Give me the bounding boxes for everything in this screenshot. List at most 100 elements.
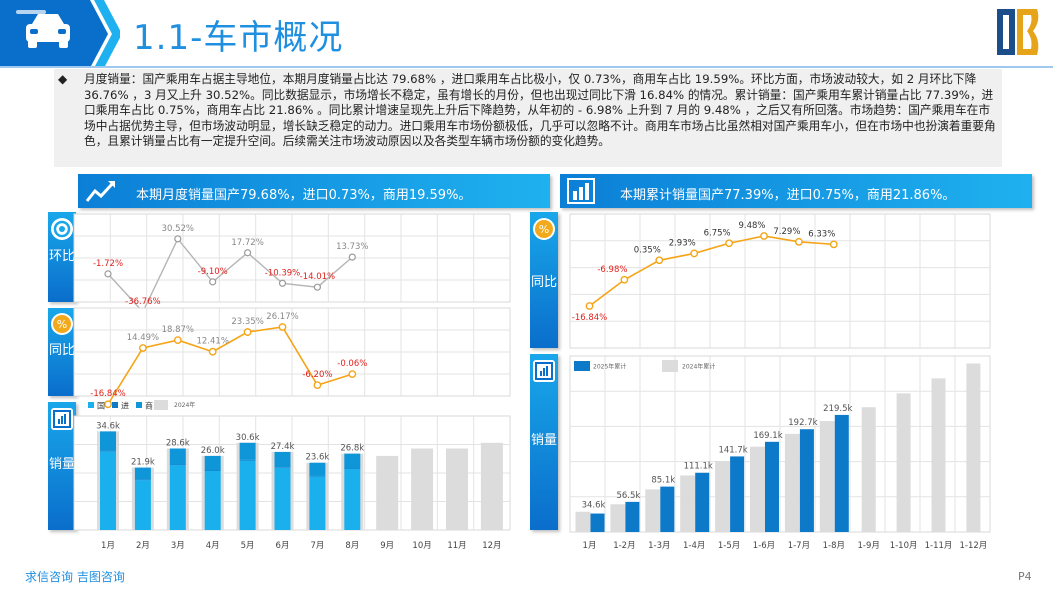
mom-point [348, 253, 356, 261]
commercial-bar [100, 431, 116, 451]
cum-sales-data-label: 169.1k [753, 431, 782, 441]
x-tick-label: 11月 [447, 541, 466, 551]
commercial-bar [274, 451, 291, 468]
mom-label: -36.76% [125, 297, 160, 307]
yoy-label: -0.06% [337, 359, 367, 369]
diamond-bullet-icon: ◆ [58, 72, 68, 86]
cum-yoy-label: -16.84% [572, 313, 607, 323]
cum-sales-data-label: 219.5k [823, 404, 852, 414]
yoy-point [313, 381, 322, 390]
cum-sales-data-label: 111.1k [684, 462, 713, 472]
cum-yoy-point [829, 240, 838, 249]
bar-chart-icon [533, 360, 555, 382]
mom-point [209, 278, 217, 286]
cum-yoy-point [690, 249, 699, 258]
car-icon [16, 10, 70, 48]
domestic-bar [134, 480, 151, 530]
sales-data-label: 26.8k [340, 444, 364, 454]
commercial-bar [239, 442, 256, 460]
yoy-point [278, 323, 287, 331]
current-cum-bar [730, 456, 745, 532]
current-cum-bar [799, 429, 814, 532]
left-panel-header: 本期月度销量国产79.68%，进口0.73%，商用19.59%。 [78, 174, 550, 208]
current-cum-bar [834, 414, 849, 532]
target-icon [51, 218, 73, 240]
mom-label: -1.72% [93, 259, 123, 269]
current-cum-bar [695, 472, 710, 532]
import-bar [274, 467, 291, 468]
prior-cum-bar [575, 511, 591, 532]
x-tick-label: 1-5月 [718, 541, 740, 551]
mom-line [107, 237, 353, 314]
cum-yoy-grid [569, 213, 991, 349]
summary-box: ◆ 月度销量：国产乘用车占据主导地位，本期月度销量占比达 79.68% ，进口乘… [54, 69, 1002, 167]
prior-year-bar [446, 448, 468, 530]
header-divider [0, 66, 1053, 68]
x-tick-label: 10月 [412, 541, 431, 551]
domestic-bar [274, 467, 291, 530]
left-panel-title: 本期月度销量国产79.68%，进口0.73%，商用19.59%。 [136, 188, 472, 203]
legend-label: 2025年累计 [593, 363, 626, 371]
yoy-label: 23.35% [231, 317, 263, 327]
commercial-bar [169, 448, 186, 465]
legend-swatch [154, 400, 168, 410]
cum-sales-data-label: 56.5k [616, 491, 640, 501]
prior-cum-bar [896, 393, 911, 532]
current-cum-bar [765, 441, 779, 532]
cum-yoy-label: 2.93% [669, 238, 696, 248]
side-label-cum-sales: 销量 [530, 354, 558, 530]
x-tick-label: 1-12月 [960, 541, 988, 551]
footer-brand[interactable]: 求信咨询 吉图咨询 [25, 570, 125, 584]
mom-label: 30.52% [162, 224, 194, 234]
yoy-line [107, 326, 353, 405]
commercial-bar [309, 462, 326, 476]
import-bar [100, 450, 116, 452]
prior-cum-bar [784, 433, 800, 532]
domestic-bar [239, 460, 256, 530]
sales-data-label: 34.6k [96, 421, 120, 431]
side-label-yoy-text: 同比 [48, 343, 75, 358]
legend-swatch [662, 360, 678, 372]
prior-cum-bar [645, 489, 661, 532]
mom-point [104, 270, 112, 278]
x-tick-label: 3月 [171, 541, 185, 551]
legend-label: 商 [145, 401, 153, 411]
current-cum-bar [590, 513, 605, 532]
x-tick-label: 7月 [310, 541, 324, 551]
prior-cum-bar [750, 446, 765, 532]
legend-swatch [112, 402, 118, 408]
x-tick-label: 8月 [345, 541, 359, 551]
sales-data-label: 26.0k [201, 446, 225, 456]
x-tick-label: 4月 [206, 541, 220, 551]
domestic-bar [169, 465, 186, 530]
percent-icon: % [533, 218, 555, 240]
commercial-bar [344, 453, 361, 469]
prior-cum-bar [931, 378, 946, 532]
cum-yoy-point [655, 256, 664, 265]
cum-yoy-label: 6.75% [704, 228, 731, 238]
import-bar [239, 459, 256, 461]
mom-chart-grid [73, 213, 511, 303]
legend-label: 国 [97, 402, 105, 411]
x-tick-label: 1-7月 [788, 541, 810, 551]
yoy-point [173, 336, 182, 345]
cum-yoy-label: 7.29% [773, 227, 800, 237]
bar-chart-icon [567, 178, 595, 204]
import-bar [169, 464, 186, 466]
x-tick-label: 12月 [482, 541, 501, 551]
mom-point [244, 249, 252, 257]
yoy-point [208, 347, 217, 356]
x-tick-label: 1-9月 [858, 541, 880, 551]
bar-chart-icon [51, 408, 73, 430]
x-tick-label: 1-11月 [925, 541, 953, 551]
import-bar [344, 468, 361, 470]
cum-yoy-line [589, 235, 834, 307]
yoy-label: 14.49% [127, 333, 159, 343]
commercial-bar [204, 455, 221, 471]
legend-swatch [574, 361, 590, 371]
prior-cum-bar [861, 407, 876, 532]
yoy-label: -6.20% [302, 370, 332, 380]
trend-line-icon [85, 181, 115, 202]
legend-swatch [88, 402, 94, 408]
yoy-point [348, 370, 357, 379]
